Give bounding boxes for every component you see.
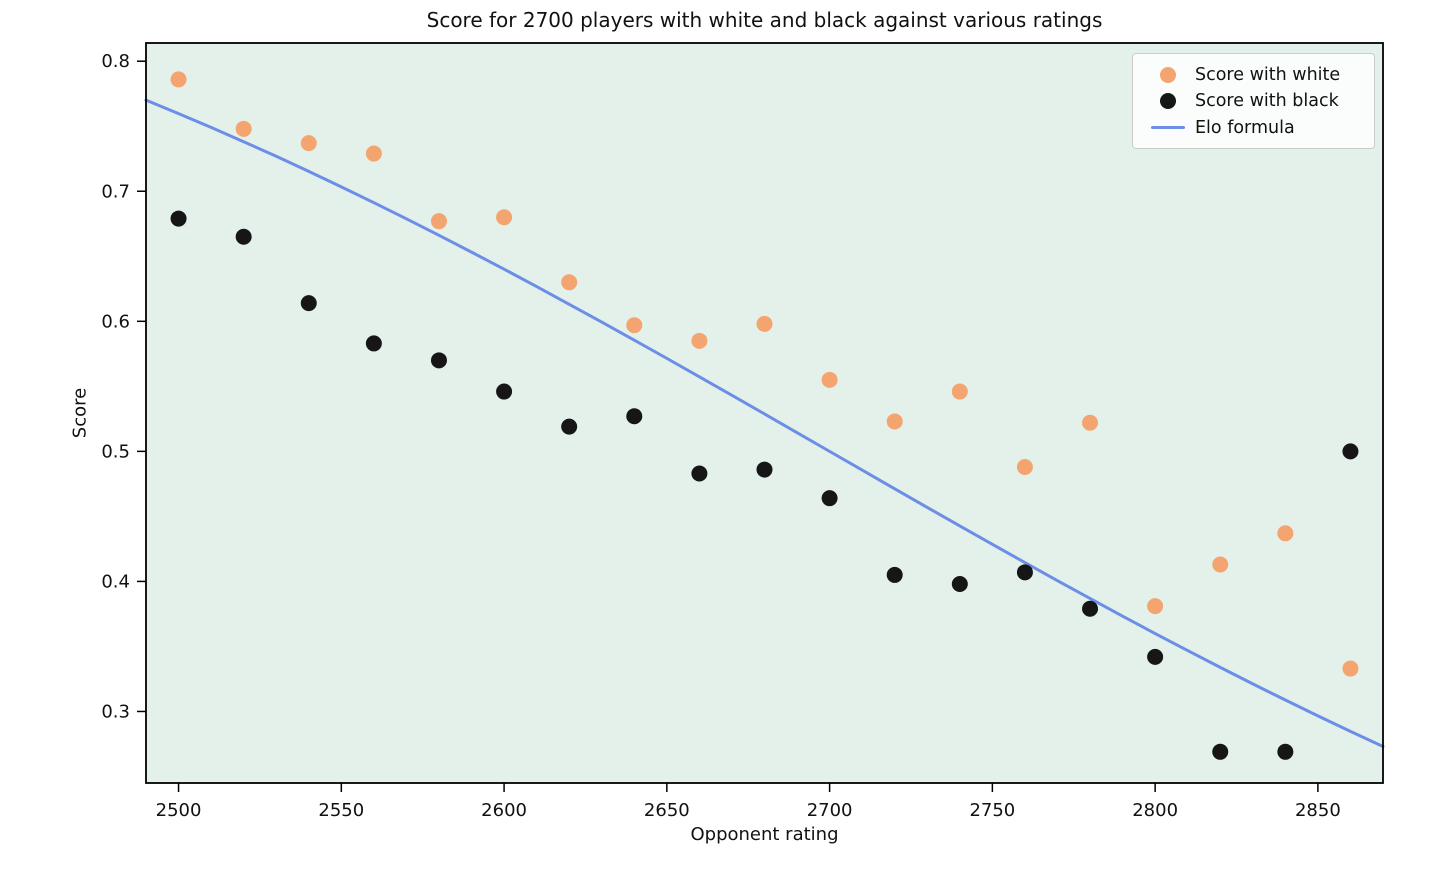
- scatter-point-white: [430, 213, 447, 230]
- axes-frame: [145, 42, 1384, 784]
- scatter-point-black: [1212, 743, 1229, 760]
- scatter-point-white: [300, 135, 317, 152]
- scatter-point-black: [1147, 648, 1164, 665]
- legend-marker-shape: [1160, 66, 1176, 83]
- scatter-point-black: [1277, 743, 1294, 760]
- x-tick-label: 2750: [969, 800, 1015, 821]
- scatter-point-white: [1342, 660, 1359, 677]
- y-tick-label: 0.5: [101, 441, 130, 462]
- legend: Score with white Score with black Elo form…: [1132, 53, 1375, 149]
- x-tick-label: 2550: [318, 800, 364, 821]
- scatter-point-white: [170, 71, 187, 88]
- elo-formula-line: [144, 98, 1385, 748]
- scatter-point-white: [691, 332, 708, 349]
- scatter-point-black: [1016, 564, 1033, 581]
- scatter-point-white: [1082, 414, 1099, 431]
- scatter-point-black: [235, 228, 252, 245]
- x-tick-label: 2600: [481, 800, 527, 821]
- scatter-point-black: [1082, 600, 1099, 617]
- scatter-point-black: [821, 490, 838, 507]
- scatter-point-black: [300, 295, 317, 312]
- scatter-point-black: [496, 383, 513, 400]
- y-axis-label: Score: [69, 387, 91, 439]
- x-tick-label: 2700: [807, 800, 853, 821]
- scatter-point-white: [821, 371, 838, 388]
- x-axis-label: Opponent rating: [690, 824, 839, 845]
- scatter-point-white: [1016, 458, 1033, 475]
- scatter-point-white: [886, 413, 903, 430]
- scatter-point-white: [496, 209, 513, 226]
- legend-item-label: Score with white: [1195, 64, 1341, 85]
- y-tick-label: 0.6: [101, 311, 130, 332]
- x-tick-label: 2650: [644, 800, 690, 821]
- scatter-point-black: [561, 418, 578, 435]
- x-tick-label: 2850: [1295, 800, 1341, 821]
- legend-marker-shape: [1160, 93, 1176, 109]
- scatter-point-black: [886, 566, 903, 583]
- x-tick-label: 2800: [1132, 800, 1178, 821]
- legend-dot-icon: [1149, 93, 1187, 109]
- legend-marker-shape: [1151, 125, 1185, 130]
- scatter-point-black: [1342, 443, 1359, 460]
- scatter-point-black: [691, 465, 708, 482]
- scatter-point-black: [170, 210, 187, 227]
- scatter-point-black: [951, 576, 968, 593]
- scatter-point-black: [365, 335, 382, 352]
- legend-item: Elo formula: [1133, 118, 1374, 138]
- scatter-point-white: [1212, 556, 1229, 573]
- y-tick-label: 0.8: [101, 51, 130, 72]
- scatter-point-black: [756, 461, 773, 478]
- y-tick-label: 0.7: [101, 181, 130, 202]
- y-tick-label: 0.4: [101, 571, 130, 592]
- scatter-point-white: [561, 274, 578, 291]
- y-tick-label: 0.3: [101, 701, 130, 722]
- scatter-point-black: [430, 352, 447, 369]
- scatter-point-white: [365, 145, 382, 162]
- scatter-point-white: [626, 317, 643, 334]
- scatter-point-white: [1147, 598, 1164, 615]
- legend-item: Score with white: [1133, 65, 1374, 85]
- x-tick-label: 2500: [156, 800, 202, 821]
- legend-line-icon: [1149, 125, 1187, 130]
- legend-item: Score with black: [1133, 91, 1374, 111]
- scatter-point-white: [1277, 525, 1294, 542]
- legend-item-label: Score with black: [1195, 91, 1339, 111]
- chart-title: Score for 2700 players with white and bl…: [426, 8, 1103, 32]
- scatter-point-white: [951, 383, 968, 400]
- scatter-point-white: [235, 120, 252, 137]
- scatter-point-black: [626, 408, 643, 425]
- scatter-point-white: [756, 315, 773, 332]
- legend-item-label: Elo formula: [1195, 117, 1295, 138]
- legend-dot-icon: [1149, 66, 1187, 83]
